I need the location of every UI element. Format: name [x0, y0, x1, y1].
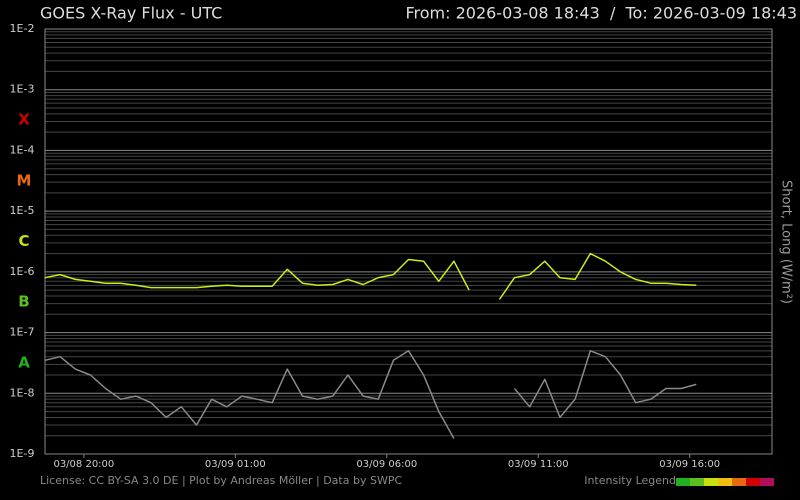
y-tick-label: 1E-7 — [10, 326, 35, 339]
y-tick-label: 1E-6 — [10, 265, 35, 278]
class-label: M — [17, 171, 32, 189]
chart-title: GOES X-Ray Flux - UTC — [40, 4, 222, 23]
class-label: A — [18, 353, 30, 371]
x-tick-label: 03/09 06:00 — [356, 459, 417, 470]
x-tick-label: 03/09 16:00 — [659, 459, 720, 470]
class-label: X — [18, 111, 30, 129]
x-tick-label: 03/08 20:00 — [53, 459, 114, 470]
series-line — [44, 350, 697, 439]
x-tick-label: 03/09 11:00 — [508, 459, 569, 470]
y-tick-label: 1E-8 — [10, 386, 35, 399]
class-label: B — [18, 293, 29, 311]
y-tick-label: 1E-4 — [10, 143, 35, 156]
y-axis-label: Short, Long (W/m²) — [779, 180, 794, 304]
y-tick-label: 1E-9 — [10, 447, 35, 460]
y-tick-label: 1E-2 — [10, 22, 35, 35]
chart-subtitle: From: 2026-03-08 18:43 / To: 2026-03-09 … — [405, 4, 797, 23]
y-tick-label: 1E-5 — [10, 204, 35, 217]
intensity-legend — [676, 478, 774, 486]
legend-label: Intensity Legend — [584, 474, 676, 487]
y-tick-label: 1E-3 — [10, 83, 35, 96]
footer: License: CC BY-SA 3.0 DE | Plot by Andre… — [40, 474, 402, 487]
class-label: C — [18, 232, 29, 250]
x-tick-label: 03/09 01:00 — [205, 459, 266, 470]
plot-frame — [44, 28, 773, 455]
series-line — [44, 252, 697, 300]
